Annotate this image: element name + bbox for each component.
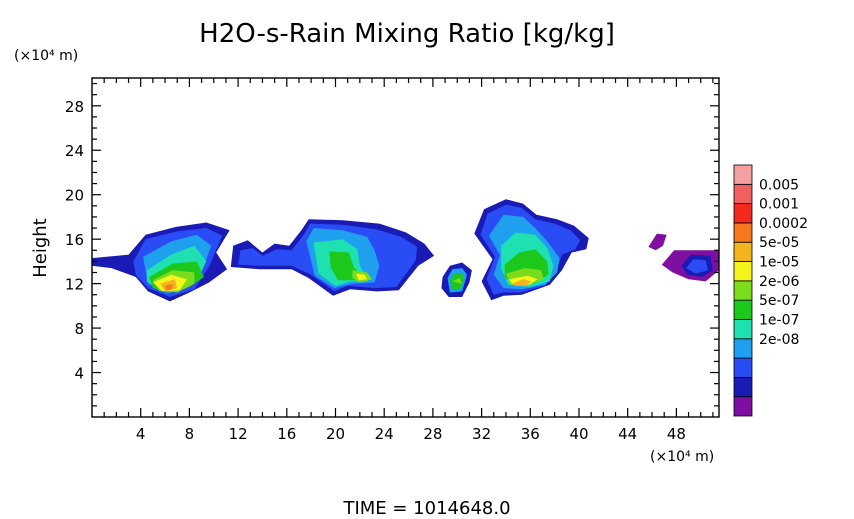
y-tick-label: 24 [65, 142, 84, 160]
colorbar-swatch-2 [733, 357, 753, 378]
y-tick-label: 12 [65, 276, 84, 294]
x-tick-label: 32 [472, 425, 491, 443]
colorbar-swatch-0 [733, 396, 753, 417]
time-label: TIME = 1014648.0 [342, 498, 510, 519]
x-tick-label: 28 [423, 425, 442, 443]
contour-cloud-e-level-0 [648, 233, 667, 251]
plot-area [92, 199, 719, 302]
y-tick-label: 8 [74, 320, 84, 338]
colorbar-label: 0.005 [759, 177, 799, 193]
x-tick-label: 8 [185, 425, 195, 443]
colorbar-swatch-5 [733, 299, 753, 320]
y-tick-label: 16 [65, 231, 84, 249]
x-tick-label: 36 [521, 425, 540, 443]
x-tick-label: 44 [618, 425, 637, 443]
plot-frame [91, 77, 720, 418]
x-axis: 4 8 12 16 20 24 28 32 36 40 44 48 [103, 78, 714, 443]
colorbar-label: 0.001 [759, 197, 799, 213]
x-tick-label: 20 [326, 425, 345, 443]
y-axis: 4 8 12 16 20 24 28 [65, 82, 719, 407]
x-axis-unit: (×10⁴ m) [650, 449, 714, 465]
colorbar-swatch-11 [733, 183, 753, 205]
x-tick-label: 24 [375, 425, 394, 443]
colorbar-label: 5e-05 [759, 235, 799, 251]
colorbar-swatch-6 [733, 280, 753, 301]
y-axis-label: Height [30, 218, 51, 278]
colorbar-label: 0.0002 [759, 216, 808, 232]
colorbar-swatch-9 [733, 222, 753, 243]
contour-cloud-d-level-8 [512, 279, 532, 286]
contour-cloud-a-level-9 [165, 283, 173, 291]
colorbar-swatch-10 [733, 203, 753, 224]
x-tick-label: 4 [136, 425, 146, 443]
colorbar-swatch-12 [733, 164, 753, 185]
colorbar-label: 5e-07 [759, 293, 799, 309]
x-tick-label: 48 [667, 425, 686, 443]
y-tick-label: 28 [65, 98, 84, 116]
contour-cloud-c-level-6 [452, 278, 463, 284]
colorbar-label: 2e-06 [759, 274, 799, 290]
y-tick-label: 20 [65, 187, 84, 205]
colorbar-swatch-8 [733, 241, 753, 262]
chart-title: H2O-s-Rain Mixing Ratio [kg/kg] [199, 19, 615, 49]
y-axis-unit: (×10⁴ m) [14, 48, 78, 64]
colorbar-swatch-3 [733, 338, 753, 359]
colorbar-label: 2e-08 [759, 332, 799, 348]
contour-cloud-b-level-7 [356, 273, 368, 281]
colorbar-label: 1e-07 [759, 312, 799, 328]
x-tick-label: 12 [229, 425, 248, 443]
colorbar-swatch-7 [733, 261, 753, 282]
contour-cloud-e-level-2 [686, 259, 708, 274]
colorbar-swatch-1 [733, 376, 753, 398]
x-tick-label: 16 [277, 425, 296, 443]
y-tick-label: 4 [74, 365, 84, 383]
x-tick-label: 40 [569, 425, 588, 443]
colorbar-label: 1e-05 [759, 255, 799, 271]
colorbar: 0.005 0.001 0.0002 5e-05 1e-05 2e-06 5e-07 1e-0… [733, 164, 808, 417]
colorbar-swatch-4 [733, 319, 753, 340]
